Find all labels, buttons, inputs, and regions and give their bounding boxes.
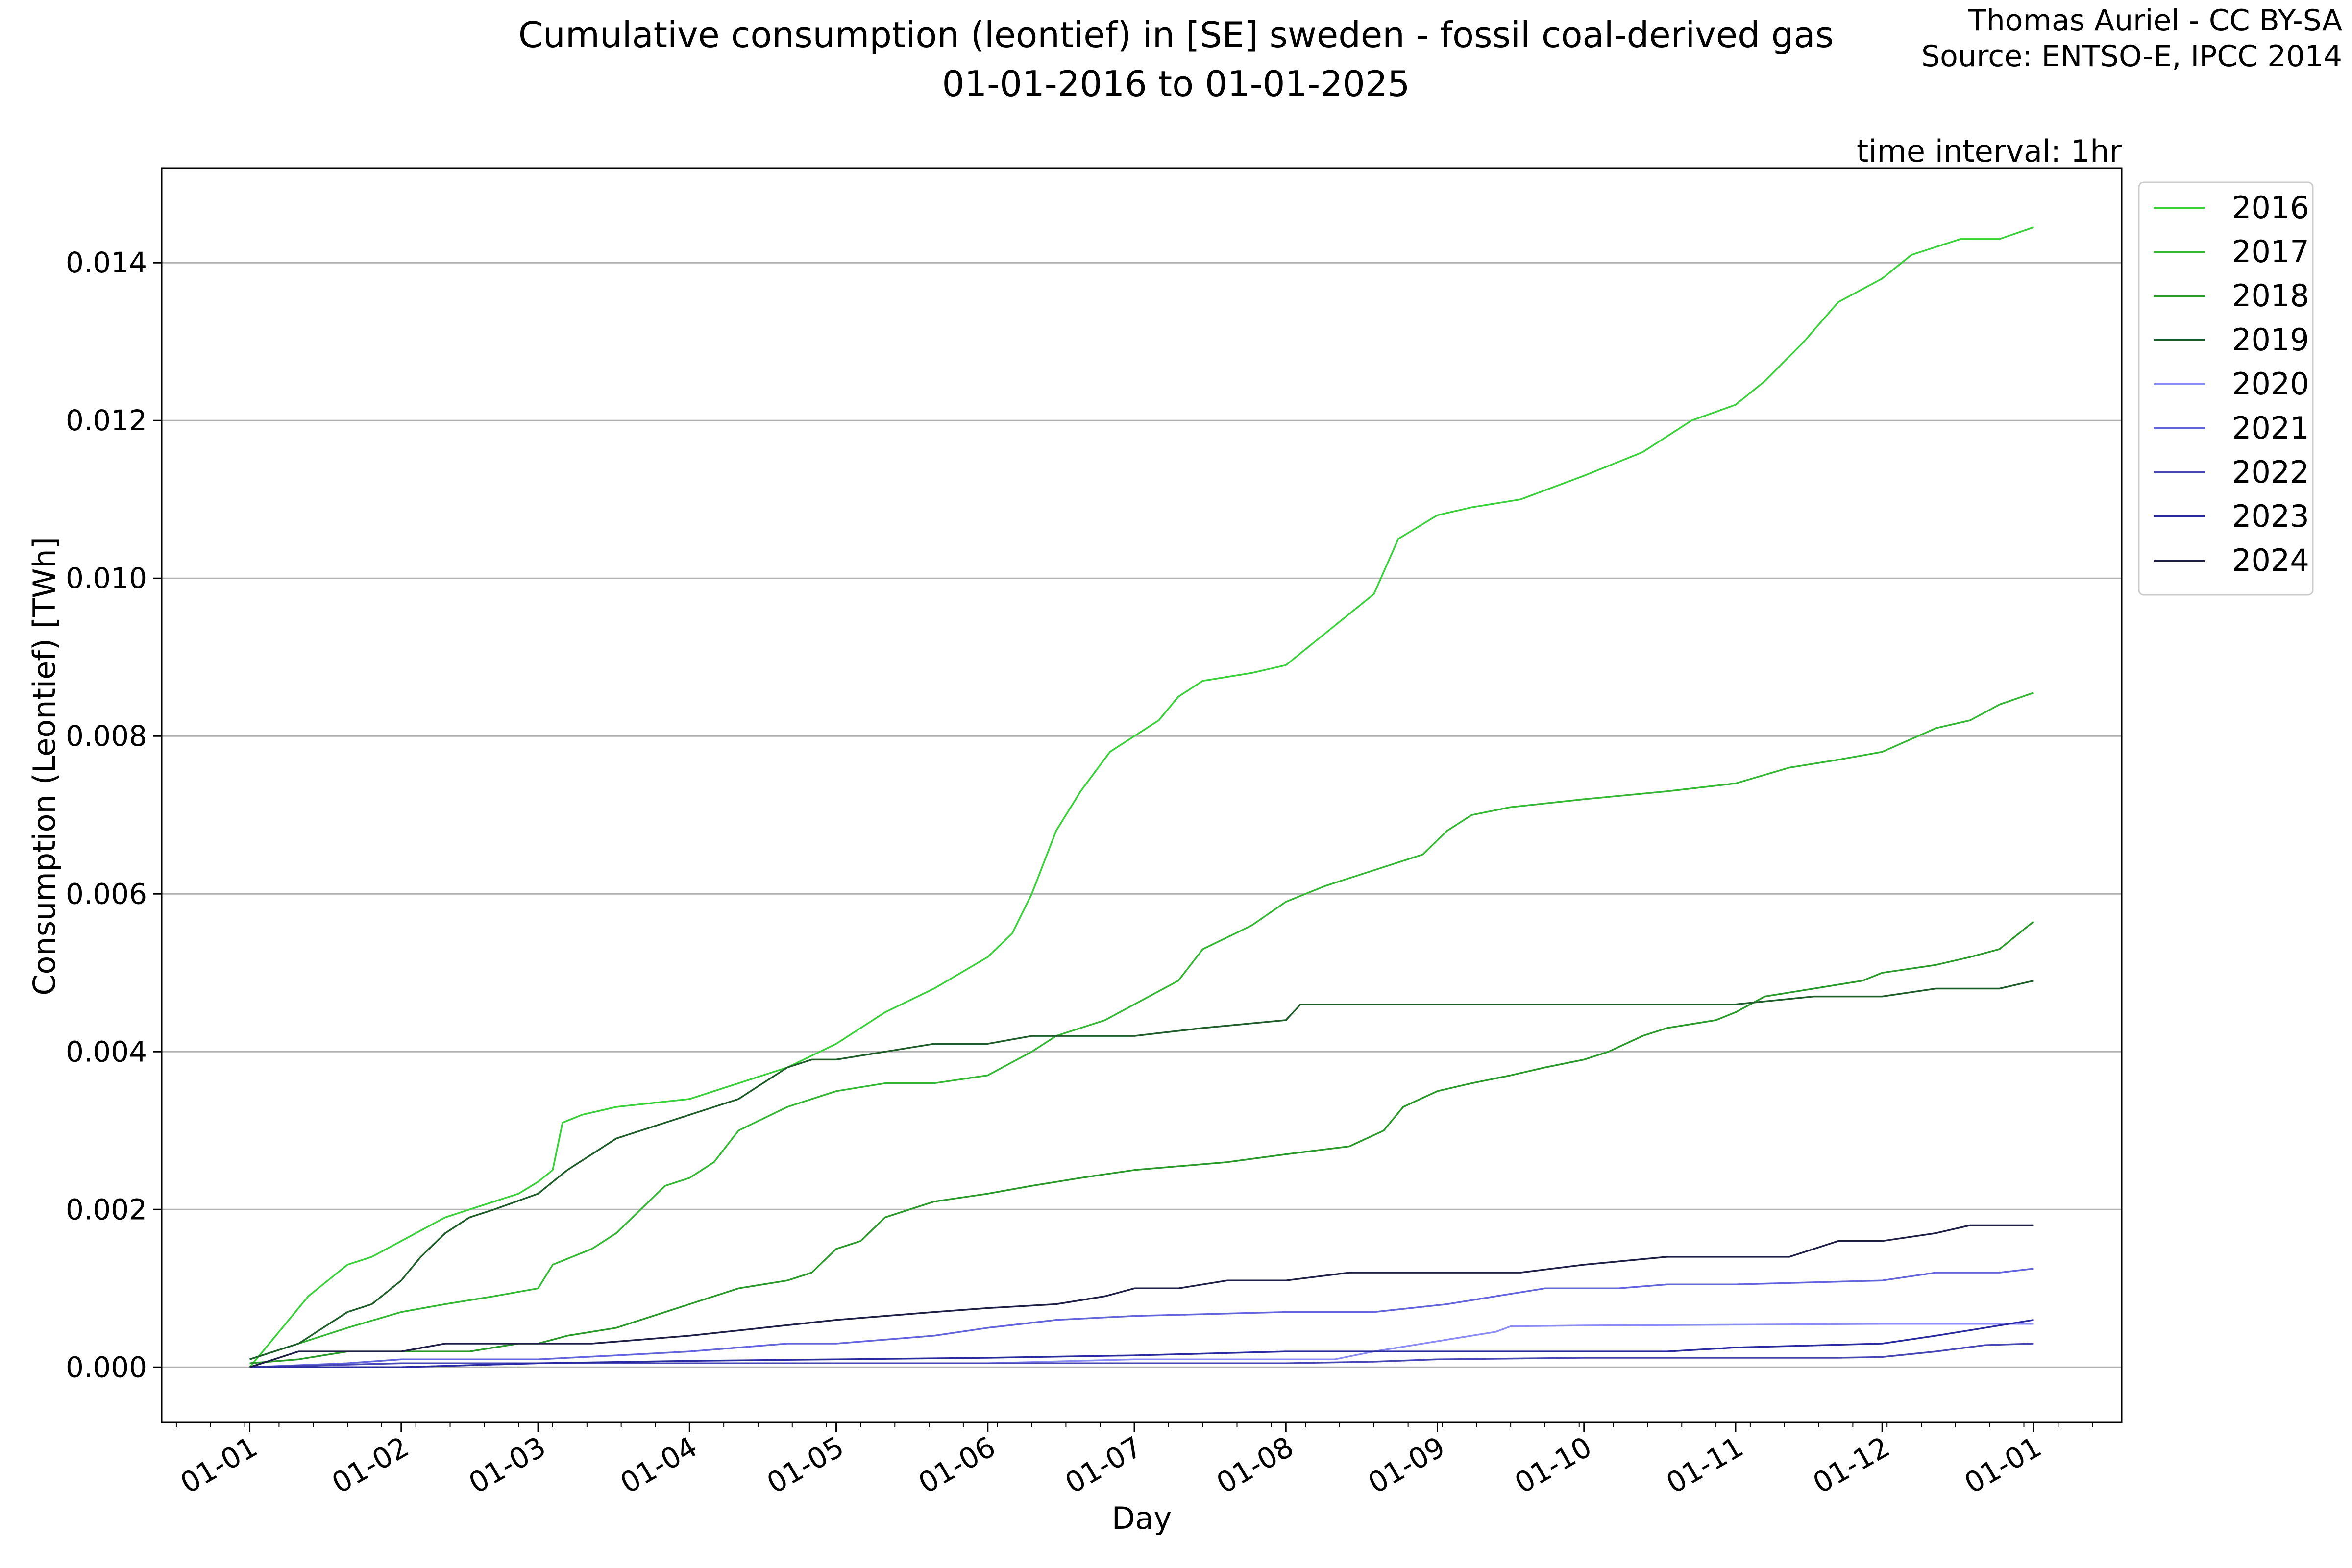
x-tick-label: 01-12 bbox=[1807, 1430, 1895, 1500]
series-line-2017 bbox=[249, 692, 2034, 1360]
x-tick-label: 01-05 bbox=[761, 1430, 850, 1500]
y-axis-label: Consumption (Leontief) [TWh] bbox=[26, 537, 62, 996]
x-axis: 01-01 01-02 01-03 01-04 01-05 01-06 01-07 01-08… bbox=[175, 1422, 2093, 1500]
legend-label-2024: 2024 bbox=[2232, 542, 2309, 578]
series-line-2020 bbox=[249, 1323, 2034, 1369]
legend-box bbox=[2138, 181, 2314, 596]
x-tick-label: 01-11 bbox=[1661, 1430, 1749, 1500]
series-line-2018 bbox=[249, 921, 2034, 1364]
y-tick-label: 0.002 bbox=[66, 1193, 147, 1226]
series-line-2021 bbox=[249, 1268, 2034, 1369]
x-axis-label: Day bbox=[1112, 1500, 1172, 1536]
plot-area bbox=[161, 167, 2123, 1423]
y-axis: 0.000 0.002 0.004 0.006 0.008 0.010 0.012 0.014 bbox=[66, 246, 162, 1384]
x-tick-label: 01-02 bbox=[326, 1430, 415, 1500]
legend-label-2017: 2017 bbox=[2232, 234, 2309, 270]
x-tick-label: 01-09 bbox=[1363, 1430, 1451, 1500]
y-tick-label: 0.012 bbox=[66, 404, 147, 437]
legend-label-2022: 2022 bbox=[2232, 454, 2309, 490]
x-tick-label: 01-10 bbox=[1509, 1430, 1597, 1500]
series-line-2023 bbox=[249, 1319, 2034, 1369]
legend-label-2019: 2019 bbox=[2232, 322, 2309, 358]
chart-title: Cumulative consumption (leontief) in [SE… bbox=[518, 14, 1834, 55]
legend-label-2016: 2016 bbox=[2232, 190, 2309, 225]
series-line-2022 bbox=[249, 1343, 2034, 1369]
credit-author: Thomas Auriel - CC BY-SA bbox=[1968, 3, 2342, 38]
legend-label-2018: 2018 bbox=[2232, 278, 2309, 314]
series-line-2019 bbox=[249, 980, 2034, 1360]
time-interval-note: time interval: 1hr bbox=[1857, 133, 2122, 169]
series-line-2024 bbox=[249, 1224, 2034, 1368]
x-tick-label: 01-04 bbox=[614, 1430, 703, 1500]
x-tick-label: 01-08 bbox=[1211, 1430, 1299, 1500]
chart-subtitle: 01-01-2016 to 01-01-2025 bbox=[942, 63, 1410, 104]
x-tick-label: 01-01 bbox=[175, 1430, 263, 1500]
y-tick-label: 0.006 bbox=[66, 877, 147, 910]
y-tick-label: 0.008 bbox=[66, 719, 147, 753]
credit-source: Source: ENTSO-E, IPCC 2014 bbox=[1921, 39, 2342, 74]
x-tick-label: 01-03 bbox=[463, 1430, 551, 1500]
y-tick-label: 0.010 bbox=[66, 562, 147, 595]
y-tick-label: 0.004 bbox=[66, 1035, 147, 1068]
legend-label-2021: 2021 bbox=[2232, 410, 2309, 446]
grid-lines bbox=[162, 262, 2122, 1368]
y-tick-label: 0.000 bbox=[66, 1350, 147, 1384]
legend-label-2020: 2020 bbox=[2232, 366, 2309, 402]
legend: 2016 2017 2018 2019 2020 2021 2022 2023 2024 bbox=[2138, 181, 2314, 596]
y-tick-label: 0.014 bbox=[66, 246, 147, 279]
x-tick-label: 01-01 bbox=[1959, 1430, 2047, 1500]
legend-label-2023: 2023 bbox=[2232, 498, 2309, 534]
series-lines bbox=[249, 226, 2034, 1369]
series-line-2016 bbox=[249, 226, 2034, 1368]
x-tick-label: 01-07 bbox=[1059, 1430, 1148, 1500]
x-tick-label: 01-06 bbox=[913, 1430, 1001, 1500]
